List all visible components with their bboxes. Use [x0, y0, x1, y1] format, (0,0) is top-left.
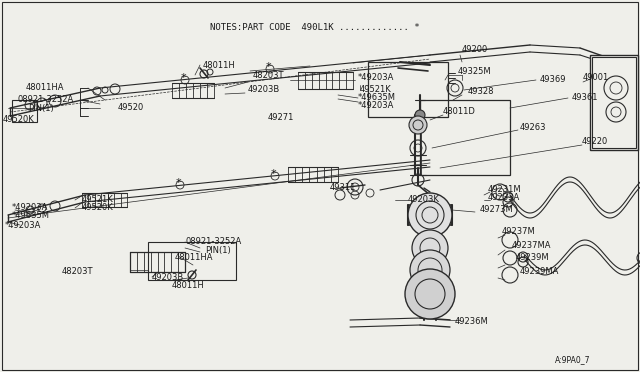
Text: 49233A: 49233A [488, 193, 520, 202]
Bar [368, 62, 448, 117]
Bar [12, 100, 37, 122]
Text: 48203T: 48203T [62, 267, 93, 276]
Text: 48011HA: 48011HA [26, 83, 65, 93]
Circle shape [409, 116, 427, 134]
Text: *: * [175, 178, 181, 188]
Text: 08921-3252A: 08921-3252A [185, 237, 241, 247]
Text: 49273M: 49273M [480, 205, 514, 215]
Text: 48011H: 48011H [172, 280, 205, 289]
Text: *49203A: *49203A [12, 203, 49, 212]
Text: A:9PA0_7: A:9PA0_7 [555, 356, 591, 365]
Text: 49237M: 49237M [502, 228, 536, 237]
Text: 49203K: 49203K [408, 196, 440, 205]
Text: 49237MA: 49237MA [512, 241, 552, 250]
Text: 48011D: 48011D [443, 108, 476, 116]
Text: *49203A: *49203A [358, 74, 394, 83]
Text: 49520K: 49520K [3, 115, 35, 125]
Text: 48203T: 48203T [253, 71, 285, 80]
Text: 49263: 49263 [520, 124, 547, 132]
Text: 49521K: 49521K [360, 86, 392, 94]
Text: 08921-3252A: 08921-3252A [18, 96, 74, 105]
Circle shape [412, 230, 448, 266]
Text: 48011H: 48011H [203, 61, 236, 70]
Text: 49231M: 49231M [488, 186, 522, 195]
Bar [420, 100, 510, 175]
Bar [592, 57, 636, 148]
Text: *: * [265, 62, 271, 72]
Circle shape [415, 110, 425, 120]
Text: 49200: 49200 [462, 45, 488, 55]
Text: 49203B: 49203B [152, 273, 184, 282]
Text: 49203B: 49203B [248, 86, 280, 94]
Text: PIN(1): PIN(1) [205, 246, 231, 254]
Text: 49361: 49361 [572, 93, 598, 103]
Circle shape [408, 193, 452, 237]
Text: 49521K: 49521K [82, 196, 114, 205]
Text: 49520K: 49520K [82, 203, 114, 212]
Text: *49635M: *49635M [12, 211, 50, 219]
Text: 49220: 49220 [582, 138, 608, 147]
Text: *: * [180, 73, 186, 83]
Text: 49271: 49271 [268, 113, 294, 122]
Text: 49520: 49520 [118, 103, 144, 112]
Bar [148, 242, 236, 280]
Text: PIN(1): PIN(1) [28, 103, 54, 112]
Text: 49239M: 49239M [516, 253, 550, 263]
Text: *49203A: *49203A [5, 221, 42, 230]
Circle shape [410, 250, 450, 290]
Text: 48011HA: 48011HA [175, 253, 214, 263]
Text: 49236M: 49236M [455, 317, 489, 327]
Circle shape [405, 269, 455, 319]
Bar [590, 55, 638, 150]
Text: 49325M: 49325M [458, 67, 492, 77]
Text: 49369: 49369 [540, 76, 566, 84]
Text: 49239MA: 49239MA [520, 267, 559, 276]
Text: 49328: 49328 [468, 87, 495, 96]
Text: *: * [270, 169, 276, 179]
Text: *49635M: *49635M [358, 93, 396, 103]
Text: *49203A: *49203A [358, 100, 394, 109]
Text: NOTES:PART CODE  490L1K ............. *: NOTES:PART CODE 490L1K ............. * [210, 23, 420, 32]
Text: 49311: 49311 [330, 183, 356, 192]
Text: 49001: 49001 [583, 74, 609, 83]
